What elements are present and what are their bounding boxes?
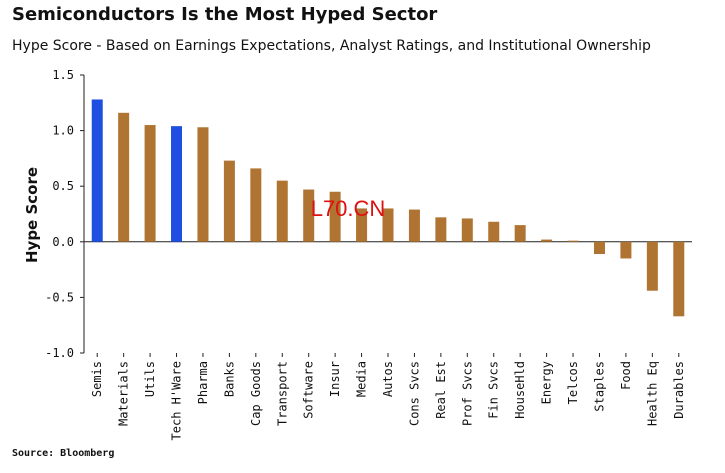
bar (197, 127, 209, 242)
x-category-label: Materials (117, 361, 131, 426)
x-category-label: Durables (672, 361, 686, 419)
bar (673, 241, 685, 317)
bar (593, 241, 605, 255)
x-category-label: Food (619, 361, 633, 390)
x-category-label: Health Eq (645, 361, 659, 426)
bar (435, 217, 447, 242)
bar (514, 225, 526, 242)
bar (646, 241, 658, 291)
x-category-label: Autos (381, 361, 395, 397)
bar (250, 168, 262, 242)
x-category-label: Banks (222, 361, 236, 397)
bar (620, 241, 632, 259)
x-category-label: Prof Svcs (460, 361, 474, 426)
bar (356, 208, 368, 242)
x-category-label: Tech H'Ware (170, 361, 184, 440)
x-category-label: Cons Svcs (407, 361, 421, 426)
x-category-label: Telcos (566, 361, 580, 404)
watermark: L70.CN (311, 196, 386, 221)
bar (567, 240, 579, 242)
bar (223, 160, 235, 242)
y-tick-label: 0.0 (52, 235, 74, 249)
chart-bars (91, 99, 685, 317)
x-category-label: Real Est (434, 361, 448, 419)
x-category-label: Semis (90, 361, 104, 397)
x-category-label: Pharma (196, 361, 210, 404)
x-category-label: Staples (592, 361, 606, 412)
x-category-label: HouseHld (513, 361, 527, 419)
x-category-label: Insur (328, 361, 342, 397)
source-note: Source: Bloomberg (12, 448, 115, 459)
x-category-label: Utils (143, 361, 157, 397)
y-tick-label: -1.0 (45, 346, 74, 360)
x-category-label: Media (355, 361, 369, 397)
bar (382, 208, 394, 242)
chart-subtitle: Hype Score - Based on Earnings Expectati… (12, 38, 651, 54)
bar (171, 126, 183, 242)
bar (488, 221, 500, 242)
x-category-labels: Semis Materials Utils Tech H'Ware Pharma Bank… (90, 361, 686, 440)
bar (541, 239, 553, 242)
x-category-label: Energy (540, 361, 554, 404)
x-category-label: Software (302, 361, 316, 419)
y-tick-labels: 1.5 1.0 0.5 0.0 -0.5 -1.0 (45, 68, 74, 360)
chart-title: Semiconductors Is the Most Hyped Sector (12, 4, 438, 25)
y-tick-label: 1.0 (52, 124, 74, 138)
bar (118, 112, 130, 242)
bar (91, 99, 103, 242)
bar (144, 125, 156, 242)
y-axis-title: Hype Score (23, 167, 41, 263)
bar (408, 209, 420, 242)
x-category-label: Fin Svcs (487, 361, 501, 419)
bar (461, 218, 473, 242)
bar (329, 191, 341, 242)
x-category-label: Cap Goods (249, 361, 263, 426)
y-tick-label: 0.5 (52, 179, 74, 193)
y-tick-label: -0.5 (45, 290, 74, 304)
y-tick-label: 1.5 (52, 68, 74, 82)
x-category-label: Transport (275, 361, 289, 426)
bar (276, 180, 288, 242)
bar (303, 189, 315, 242)
